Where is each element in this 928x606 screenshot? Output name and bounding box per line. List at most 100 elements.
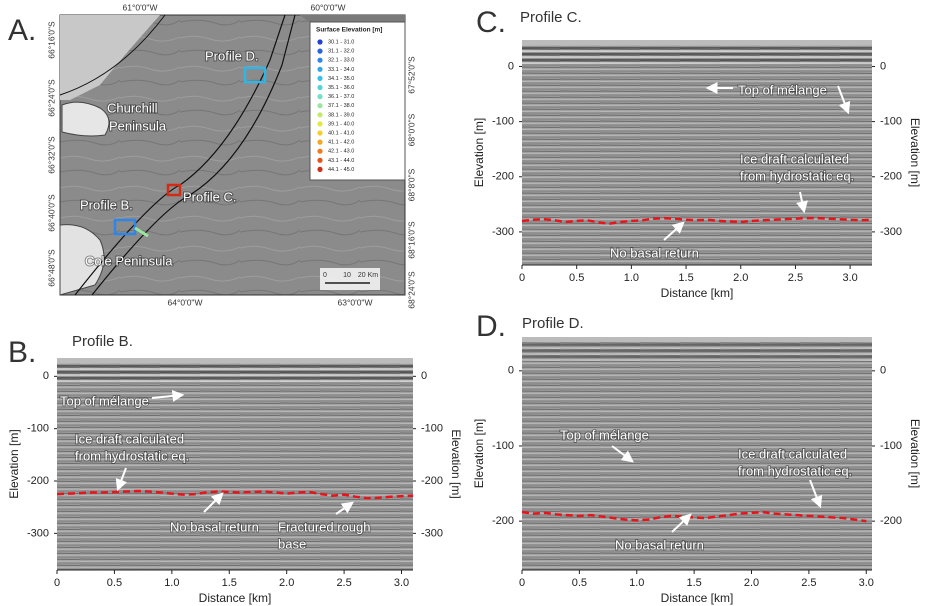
y2-tick-label: 0 xyxy=(880,365,886,377)
legend-swatch xyxy=(317,157,323,163)
lon-label: 61°0'0"W xyxy=(123,2,158,12)
lat-label: 66°40'0"S xyxy=(46,194,56,232)
x-tick-label: 0.5 xyxy=(572,577,587,589)
x-axis-label: Distance [km] xyxy=(199,591,272,605)
x-tick-label: 2.5 xyxy=(801,577,816,589)
x-tick-label: 0.5 xyxy=(107,577,122,589)
y-tick-label: 0 xyxy=(508,365,514,377)
profile-box xyxy=(113,218,137,236)
y-axis-label: Elevation [m] xyxy=(7,429,21,498)
annotation-arrow xyxy=(671,513,692,533)
chart: Profile C. 0 0.5 1.0 1.5 2.0 2.5 3.0 0 -100 -200 -3… xyxy=(472,9,922,300)
chart-title: Profile B. xyxy=(72,333,133,350)
annotation-arrow xyxy=(611,445,634,463)
panel-label: D. xyxy=(476,310,506,343)
legend-swatch xyxy=(317,57,323,63)
legend-label: 42.1 - 43.0 xyxy=(328,149,354,155)
legend-swatch xyxy=(317,103,323,109)
annotation: base xyxy=(278,536,306,551)
place-label: Churchill xyxy=(107,100,158,115)
churchill-peninsula xyxy=(61,101,110,137)
x-tick-label: 1.5 xyxy=(678,272,693,284)
y-tick-label: -100 xyxy=(492,440,514,452)
annotation: No basal return xyxy=(170,519,259,534)
annotation: from hydrostatic eq. xyxy=(738,463,852,478)
annotation: No basal return xyxy=(615,537,704,552)
panel-label: C. xyxy=(476,6,506,39)
y2-tick-label: 0 xyxy=(880,60,886,72)
legend-label: 37.1 - 38.0 xyxy=(328,103,354,109)
legend-swatch xyxy=(317,39,323,45)
legend-swatch xyxy=(317,112,323,118)
y-tick-label: -200 xyxy=(492,171,514,183)
y2-tick-label: -100 xyxy=(880,440,902,452)
x-tick-label: 1.0 xyxy=(624,272,639,284)
x-tick-label: 0 xyxy=(54,577,60,589)
y2-tick-label: -300 xyxy=(421,527,443,539)
y2-tick-label: 0 xyxy=(421,370,427,382)
map: Surface Elevation [m] 30.1 - 31.0 31.1 - 3… xyxy=(59,14,406,296)
profile-box xyxy=(166,183,182,197)
place-label: Cole Peninsula xyxy=(85,253,173,268)
lat-label: 68°0'0"S xyxy=(406,113,416,146)
x-tick-label: 2.0 xyxy=(744,577,759,589)
lat-label: 67°52'0"S xyxy=(406,56,416,94)
radargram xyxy=(57,358,413,570)
y-axis-label: Elevation [m] xyxy=(472,118,486,187)
legend-swatch xyxy=(317,48,323,54)
scale-label: 0 xyxy=(323,272,327,279)
lon-label: 60°0'0"W xyxy=(311,2,346,12)
legend-swatch xyxy=(317,75,323,81)
legend-label: 38.1 - 39.0 xyxy=(328,112,354,118)
y-tick-label: -100 xyxy=(27,423,49,435)
profile-box xyxy=(243,66,267,84)
panel-label: B. xyxy=(8,336,36,369)
annotation-arrow xyxy=(335,501,354,515)
lon-label: 63°0'0"W xyxy=(338,297,373,307)
ice-draft-line xyxy=(521,510,867,523)
annotation: No basal return xyxy=(610,245,699,260)
panel-label: A. xyxy=(8,14,36,47)
x-tick-label: 3.0 xyxy=(394,577,409,589)
chart: Profile B. 0 0.5 1.0 1.5 2.0 2.5 3.0 0 -100 -200 -3… xyxy=(7,333,463,605)
place-label: Peninsula xyxy=(109,118,167,133)
annotation: from hydrostatic eq. xyxy=(75,448,189,463)
legend-swatch xyxy=(317,121,323,127)
charts: Profile B. 0 0.5 1.0 1.5 2.0 2.5 3.0 0 -100 -200 -3… xyxy=(7,9,922,605)
radargram xyxy=(522,40,872,265)
chart-title: Profile D. xyxy=(522,315,584,332)
legend-label: 32.1 - 33.0 xyxy=(328,58,354,64)
chart: Profile D. 0 0.5 1.0 1.5 2.0 2.5 3.0 0 -100 -200 0 -… xyxy=(472,315,922,605)
y2-axis-label: Elevation [m] xyxy=(908,419,922,488)
x-tick-label: 0.5 xyxy=(569,272,584,284)
y2-tick-label: -200 xyxy=(880,171,902,183)
annotation-arrow xyxy=(796,191,808,214)
scale-label: 10 xyxy=(343,272,351,279)
legend-swatch xyxy=(317,66,323,72)
annotation: Ice draft calculated xyxy=(740,151,849,166)
x-tick-label: 2.0 xyxy=(279,577,294,589)
annotation: Top of mélange xyxy=(60,393,149,408)
lat-label: 68°16'0"S xyxy=(406,221,416,259)
y-axis-label: Elevation [m] xyxy=(472,419,486,488)
x-axis-label: Distance [km] xyxy=(661,286,734,300)
legend-label: 39.1 - 40.0 xyxy=(328,121,354,127)
legend-label: 41.1 - 42.0 xyxy=(328,140,354,146)
annotation: from hydrostatic eq. xyxy=(740,168,854,183)
legend-label: 44.1 - 45.0 xyxy=(328,167,354,173)
legend-swatch xyxy=(317,166,323,172)
track xyxy=(91,14,296,296)
annotation-arrow xyxy=(663,221,685,241)
x-tick-label: 1.5 xyxy=(686,577,701,589)
surface-band xyxy=(57,358,413,363)
scale-label: 20 Km xyxy=(358,272,378,279)
annotation: Top of mélange xyxy=(738,82,827,97)
lat-label: 66°48'0"S xyxy=(46,249,56,287)
annotation: Ice draft calculated xyxy=(738,446,847,461)
annotation-arrow xyxy=(809,479,823,509)
place-label: Profile B. xyxy=(80,197,133,212)
legend-label: 31.1 - 32.0 xyxy=(328,49,354,55)
legend-label: 35.1 - 36.0 xyxy=(328,85,354,91)
y-tick-label: -300 xyxy=(27,527,49,539)
x-axis-label: Distance [km] xyxy=(661,591,734,605)
